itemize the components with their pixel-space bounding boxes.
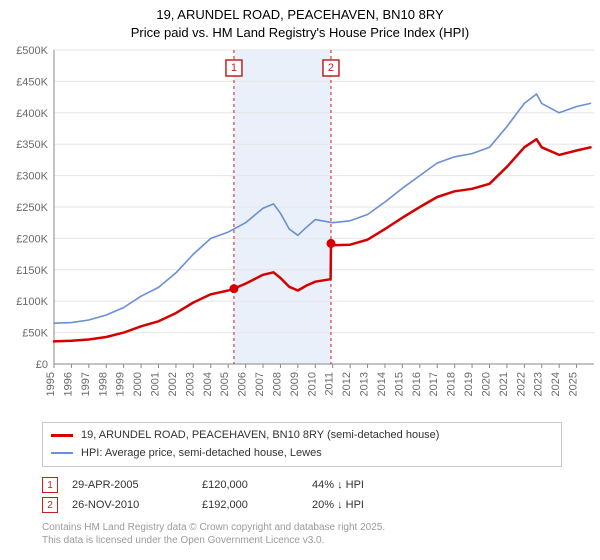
svg-text:£400K: £400K	[16, 108, 48, 120]
legend-and-footer: 19, ARUNDEL ROAD, PEACEHAVEN, BN10 8RY (…	[42, 422, 562, 547]
svg-text:£500K: £500K	[16, 45, 48, 57]
svg-text:2002: 2002	[167, 372, 179, 396]
sales-row: 1 29-APR-2005 £120,000 44% ↓ HPI	[42, 475, 562, 495]
sales-table: 1 29-APR-2005 £120,000 44% ↓ HPI 2 26-NO…	[42, 475, 562, 515]
sale-price: £120,000	[202, 479, 312, 491]
svg-text:2007: 2007	[254, 372, 266, 396]
chart-svg: £0 £50K £100K £150K £200K £250K £300K £350K £400…	[0, 44, 600, 414]
footer-attribution: Contains HM Land Registry data © Crown c…	[42, 521, 562, 547]
svg-text:2006: 2006	[237, 372, 249, 396]
sales-row: 2 26-NOV-2010 £192,000 20% ↓ HPI	[42, 495, 562, 515]
legend-label: 19, ARUNDEL ROAD, PEACEHAVEN, BN10 8RY (…	[81, 427, 439, 445]
svg-text:£0: £0	[36, 359, 48, 371]
svg-text:£450K: £450K	[16, 76, 48, 88]
svg-text:2018: 2018	[446, 372, 458, 396]
sale-date: 26-NOV-2010	[72, 499, 202, 511]
svg-text:2: 2	[328, 62, 334, 74]
svg-text:2001: 2001	[150, 372, 162, 396]
svg-text:2017: 2017	[428, 372, 440, 396]
svg-text:1: 1	[231, 62, 237, 74]
svg-text:2016: 2016	[411, 372, 423, 396]
svg-text:£200K: £200K	[16, 233, 48, 245]
footer-line1: Contains HM Land Registry data © Crown c…	[42, 521, 562, 534]
svg-text:2003: 2003	[184, 372, 196, 396]
svg-text:2011: 2011	[324, 372, 336, 396]
chart-area: £0 £50K £100K £150K £200K £250K £300K £350K £400…	[0, 44, 600, 414]
svg-text:2014: 2014	[376, 372, 388, 396]
legend-row: HPI: Average price, semi-detached house,…	[51, 445, 553, 463]
svg-text:2005: 2005	[219, 372, 231, 396]
svg-text:£250K: £250K	[16, 202, 48, 214]
svg-text:2012: 2012	[341, 372, 353, 396]
svg-text:2008: 2008	[271, 372, 283, 396]
sale-delta: 20% ↓ HPI	[312, 499, 462, 511]
legend-label: HPI: Average price, semi-detached house,…	[81, 445, 322, 463]
legend-swatch-red	[51, 434, 73, 437]
sale-price: £192,000	[202, 499, 312, 511]
svg-text:2022: 2022	[515, 372, 527, 396]
title-line1: 19, ARUNDEL ROAD, PEACEHAVEN, BN10 8RY	[0, 6, 600, 24]
svg-text:1999: 1999	[115, 372, 127, 396]
svg-text:2020: 2020	[480, 372, 492, 396]
svg-text:2025: 2025	[568, 372, 580, 396]
svg-text:£300K: £300K	[16, 171, 48, 183]
marker-badge: 2	[42, 497, 58, 513]
svg-text:2024: 2024	[550, 372, 562, 396]
sale-delta: 44% ↓ HPI	[312, 479, 462, 491]
svg-text:2019: 2019	[463, 372, 475, 396]
svg-text:£150K: £150K	[16, 265, 48, 277]
svg-text:1996: 1996	[62, 372, 74, 396]
svg-text:2013: 2013	[359, 372, 371, 396]
svg-text:1997: 1997	[80, 372, 92, 396]
svg-text:2000: 2000	[132, 372, 144, 396]
footer-line2: This data is licensed under the Open Gov…	[42, 534, 562, 547]
legend-swatch-blue	[51, 452, 73, 454]
title-line2: Price paid vs. HM Land Registry's House …	[0, 24, 600, 42]
svg-text:£350K: £350K	[16, 139, 48, 151]
marker-badge: 1	[42, 477, 58, 493]
svg-text:2010: 2010	[306, 372, 318, 396]
svg-text:£50K: £50K	[22, 328, 48, 340]
svg-text:2004: 2004	[202, 372, 214, 396]
svg-text:2015: 2015	[393, 372, 405, 396]
svg-text:£100K: £100K	[16, 296, 48, 308]
svg-text:2023: 2023	[533, 372, 545, 396]
svg-text:1998: 1998	[97, 372, 109, 396]
svg-text:2009: 2009	[289, 372, 301, 396]
legend-row: 19, ARUNDEL ROAD, PEACEHAVEN, BN10 8RY (…	[51, 427, 553, 445]
sale-date: 29-APR-2005	[72, 479, 202, 491]
svg-text:2021: 2021	[498, 372, 510, 396]
svg-text:1995: 1995	[45, 372, 57, 396]
legend-card: 19, ARUNDEL ROAD, PEACEHAVEN, BN10 8RY (…	[42, 422, 562, 467]
chart-title: 19, ARUNDEL ROAD, PEACEHAVEN, BN10 8RY P…	[0, 0, 600, 41]
